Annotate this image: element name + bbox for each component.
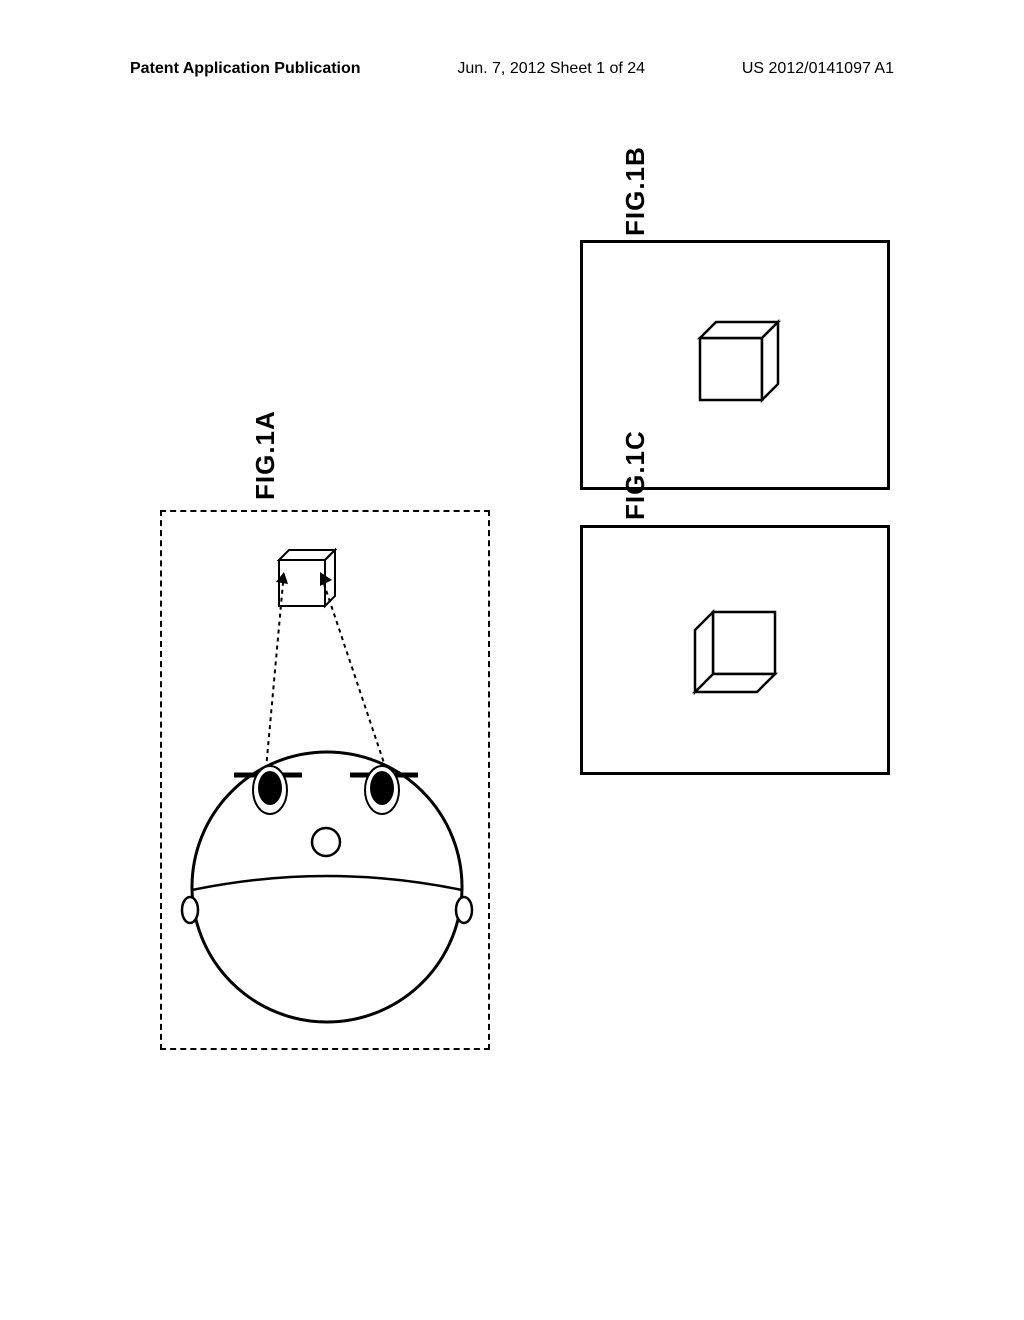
fig1c-cube-front [713, 612, 775, 674]
header-left: Patent Application Publication [130, 60, 361, 78]
fig1a-svg [162, 512, 492, 1052]
page-header: Patent Application Publication Jun. 7, 2… [0, 60, 1024, 78]
fig1c-container [580, 525, 890, 775]
fig1a-diagram [162, 512, 488, 1048]
head-outline [192, 752, 462, 1022]
sightline-right [320, 572, 386, 769]
figure-area: FIG.1A [140, 200, 920, 980]
fig1c-svg [583, 528, 893, 778]
fig1c-label: FIG.1C [620, 430, 651, 520]
ear-right [456, 897, 472, 923]
eye-left-pupil [258, 771, 282, 805]
nose [312, 828, 340, 856]
header-right: US 2012/0141097 A1 [742, 60, 894, 78]
eye-right-pupil [370, 771, 394, 805]
fig1c-diagram [583, 528, 887, 772]
fig1a-container [160, 510, 490, 1050]
fig1b-label: FIG.1B [620, 146, 651, 236]
fig1a-label: FIG.1A [250, 410, 281, 500]
header-center: Jun. 7, 2012 Sheet 1 of 24 [457, 60, 645, 78]
ear-left [182, 897, 198, 923]
fig1b-cube-front [700, 338, 762, 400]
sightline-left [266, 572, 284, 769]
